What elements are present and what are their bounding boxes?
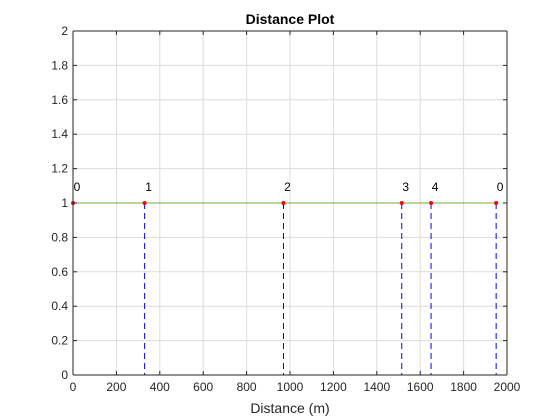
x-tick-label: 0 <box>70 380 77 394</box>
point-label: 3 <box>402 180 409 194</box>
x-tick-label: 1200 <box>320 380 347 394</box>
point-label: 0 <box>497 180 504 194</box>
data-point <box>429 201 434 205</box>
point-labels: 0 1 2 3 4 0 <box>74 180 504 194</box>
x-tick-label: 1400 <box>363 380 390 394</box>
data-point <box>281 201 286 205</box>
y-tick-label: 0.2 <box>51 334 68 348</box>
y-tick-label: 1.4 <box>51 127 68 141</box>
y-tick-label: 0.8 <box>51 230 68 244</box>
point-label: 0 <box>74 180 81 194</box>
x-tick-label: 800 <box>237 380 257 394</box>
chart-title: Distance Plot <box>246 11 335 27</box>
point-label: 4 <box>432 180 439 194</box>
point-label: 2 <box>284 180 291 194</box>
data-point <box>399 201 404 205</box>
y-tick-label: 1.6 <box>51 93 68 107</box>
x-axis-label: Distance (m) <box>250 400 329 416</box>
x-tick-label: 600 <box>193 380 213 394</box>
x-tick-label: 1000 <box>277 380 304 394</box>
y-tick-label: 2 <box>61 24 68 38</box>
x-tick-label: 400 <box>150 380 170 394</box>
x-tick-label: 2000 <box>494 380 521 394</box>
data-point <box>142 201 147 205</box>
y-tick-label: 0.4 <box>51 299 68 313</box>
x-tick-label: 200 <box>106 380 126 394</box>
y-tick-label: 1 <box>61 196 68 210</box>
point-label: 1 <box>145 180 152 194</box>
x-ticks: 0 200 400 600 800 1000 1200 1400 1600 1800 2000 <box>70 31 521 394</box>
y-tick-label: 1.8 <box>51 58 68 72</box>
y-ticks: 0 0.2 0.4 0.6 0.8 1 1.2 1.4 1.6 1.8 2 <box>51 24 507 382</box>
y-tick-label: 0 <box>61 368 68 382</box>
data-point <box>494 201 499 205</box>
x-tick-label: 1800 <box>450 380 477 394</box>
y-tick-label: 1.2 <box>51 162 68 176</box>
y-tick-label: 0.6 <box>51 265 68 279</box>
x-tick-label: 1600 <box>407 380 434 394</box>
